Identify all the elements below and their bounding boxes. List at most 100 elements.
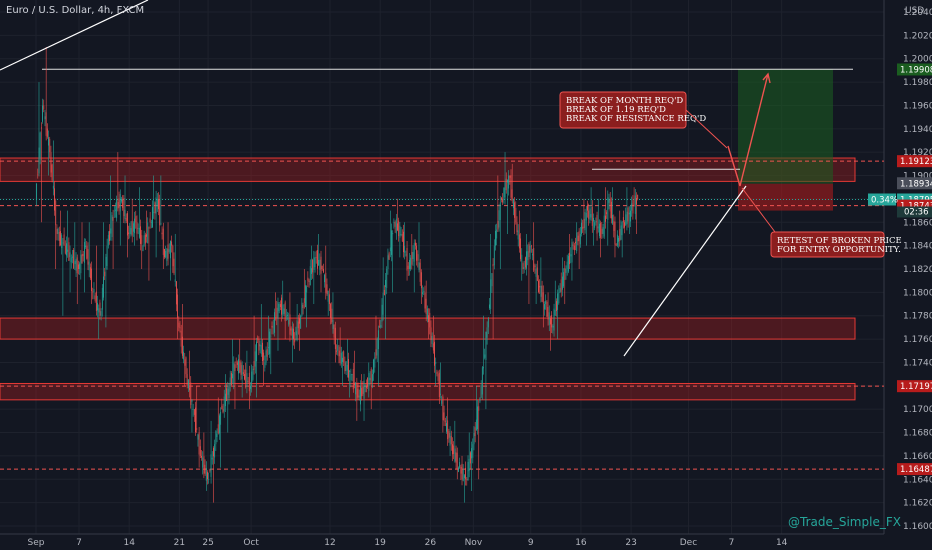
candle-body: [480, 385, 482, 398]
candle-body: [385, 279, 386, 288]
candle-body: [308, 280, 310, 283]
candle-body: [565, 269, 567, 273]
candle-body: [498, 210, 500, 228]
candle-body: [275, 317, 277, 319]
levels: [0, 68, 884, 470]
candle-body: [87, 249, 89, 265]
price-label: 1.18934: [900, 179, 932, 189]
candle-body: [147, 222, 149, 244]
chart-title: Euro / U.S. Dollar, 4h, FXCM: [6, 5, 144, 16]
annotation-retest-line: RETEST OF BROKEN PRICE: [777, 236, 902, 246]
candle-body: [214, 444, 216, 458]
candle-body: [64, 245, 66, 254]
candle-body: [340, 352, 342, 364]
candle-body: [302, 304, 304, 309]
candle-body: [409, 259, 410, 269]
candle-body: [458, 467, 459, 472]
candle-body: [634, 195, 636, 214]
candle-body: [334, 327, 336, 349]
price-tick: 1.16400: [903, 475, 932, 485]
price-tick: 1.16800: [903, 429, 932, 439]
candle-body: [55, 200, 57, 226]
candle-body: [207, 472, 208, 480]
candle-body: [178, 322, 180, 328]
candle-body: [189, 387, 190, 391]
candle-body: [209, 469, 211, 471]
price-tick: 1.18000: [903, 288, 932, 298]
candle-body: [604, 215, 606, 222]
candle-body: [450, 435, 452, 445]
time-tick: 21: [174, 538, 185, 548]
candle-body: [539, 285, 541, 288]
candle-body: [112, 216, 114, 221]
candle-body: [285, 315, 287, 317]
candle-body: [175, 281, 177, 305]
candle-body: [301, 302, 303, 316]
candle-body: [99, 302, 101, 316]
countdown: 02:36: [904, 207, 929, 217]
candle-body: [593, 217, 594, 222]
candle-body: [564, 267, 566, 280]
candle-body: [606, 212, 608, 214]
candle-body: [107, 234, 109, 246]
candle-body: [149, 218, 151, 223]
candle-body: [173, 258, 175, 274]
candle-body: [615, 244, 617, 246]
candle-body: [468, 458, 470, 472]
candle-body: [446, 423, 447, 432]
candle-body: [608, 198, 610, 203]
candle-body: [312, 259, 314, 273]
candle-body: [548, 312, 550, 325]
candle-body: [573, 245, 575, 251]
candle-body: [187, 379, 189, 389]
candle-body: [289, 314, 291, 335]
candle-body: [350, 374, 352, 381]
candle-body: [522, 263, 524, 269]
candle-body: [632, 200, 634, 214]
candle-body: [495, 230, 496, 246]
candle-body: [529, 245, 531, 253]
candle-body: [339, 346, 341, 363]
time-tick: 19: [374, 538, 386, 548]
time-tick: 7: [76, 538, 82, 548]
candle-body: [220, 411, 222, 425]
price-tick: 1.17400: [903, 358, 932, 368]
candle-body: [61, 235, 63, 249]
candle-body: [425, 298, 427, 315]
candle-body: [150, 221, 152, 223]
sr-zone: [0, 157, 856, 182]
candle-body: [449, 432, 451, 446]
candle-body: [607, 197, 609, 220]
candle-body: [110, 228, 112, 234]
candle-body: [259, 344, 261, 347]
candle-body: [600, 222, 602, 238]
candle-body: [616, 234, 618, 246]
candle-body: [478, 406, 480, 411]
candle-body: [414, 242, 416, 246]
candle-body: [501, 197, 502, 199]
candle-body: [447, 420, 449, 440]
candle-body: [74, 260, 76, 265]
candle-body: [222, 409, 224, 413]
candle-body: [585, 212, 587, 221]
candle-body: [547, 307, 549, 320]
candle-body: [377, 330, 379, 350]
candle-body: [397, 223, 398, 231]
candle-body: [211, 457, 213, 460]
candle-body: [142, 245, 144, 252]
price-axis[interactable]: 1.20400 1.20200 1.20000 1.19800 1.19600 1.194…: [868, 8, 932, 532]
candle-body: [229, 377, 231, 386]
candle-body: [351, 374, 353, 375]
candle-body: [265, 350, 267, 363]
candle-body: [186, 374, 188, 386]
candle-body: [609, 198, 611, 212]
candle-body: [394, 222, 396, 227]
candle-body: [174, 279, 176, 282]
candle-body: [119, 193, 121, 212]
candle-body: [148, 227, 150, 229]
candle-body: [517, 230, 519, 240]
candle-body: [299, 318, 300, 324]
candle-body: [437, 374, 439, 381]
time-axis[interactable]: Sep 7 14 21 25 Oct 12 19 26 Nov 9 16 23 Dec 7 14: [28, 538, 788, 548]
